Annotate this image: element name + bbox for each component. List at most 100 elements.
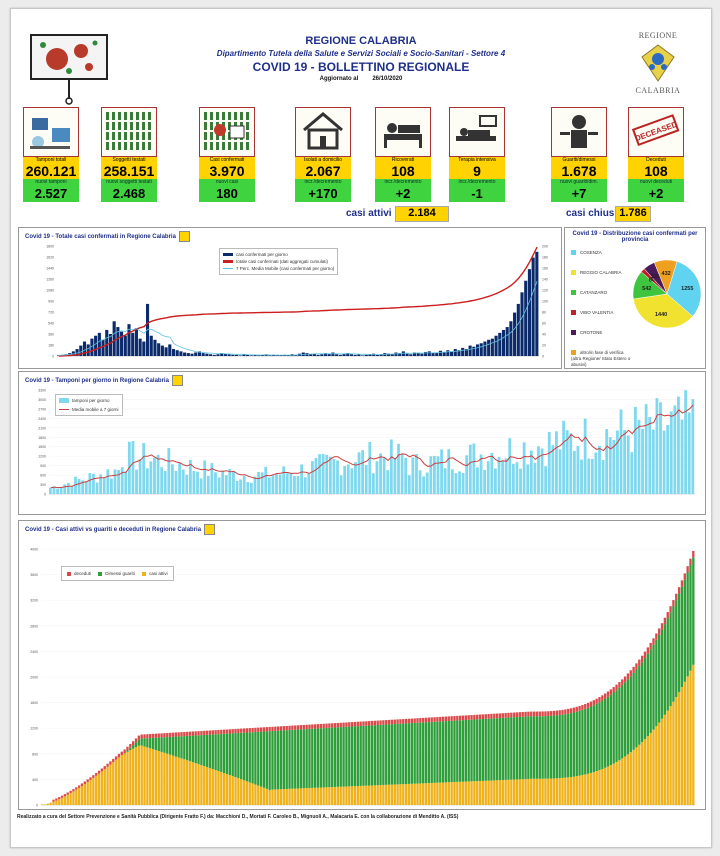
active-cases-bar	[296, 788, 300, 805]
active-cases-bar	[46, 803, 50, 805]
daily-swab-bar	[540, 448, 544, 494]
deceased-bar	[208, 730, 212, 735]
daily-swab-bar	[357, 452, 361, 494]
active-cases-bar	[282, 789, 286, 805]
recovered-bar	[322, 728, 325, 788]
deceased-bar	[393, 719, 396, 725]
active-cases-bar	[311, 787, 314, 805]
daily-swab-bar	[364, 465, 368, 494]
deceased-bar	[188, 731, 192, 736]
deceased-bar	[348, 722, 351, 727]
active-cases-value: 2.184	[395, 206, 449, 222]
daily-swab-bar	[149, 461, 153, 494]
active-cases-bar	[234, 777, 237, 805]
active-cases-bar	[41, 804, 44, 805]
recovered-bar	[379, 724, 382, 786]
daily-swab-bar	[185, 474, 189, 494]
stat-tile: Tamponi totali 260.121 nuovi tamponi 2.527	[23, 107, 79, 202]
deceased-bar	[359, 721, 362, 727]
deceased-bar	[532, 711, 536, 717]
daily-case-bar	[505, 327, 509, 356]
deceased-bar	[171, 732, 175, 737]
active-cases-bar	[356, 786, 359, 805]
recovered-bar	[524, 716, 527, 780]
recovered-bar	[530, 716, 533, 779]
y-tick-label: 800	[32, 752, 38, 756]
y-tick-label: 360	[48, 333, 54, 337]
active-cases-bar	[205, 767, 209, 805]
daily-case-bar	[390, 354, 394, 356]
recovered-bar	[359, 726, 362, 786]
daily-case-bar	[357, 354, 361, 356]
active-cases-bar	[402, 784, 405, 805]
deceased-bar	[89, 777, 92, 781]
deceased-bar	[214, 730, 217, 735]
deceased-bar	[126, 746, 129, 751]
daily-swab-bar	[66, 482, 70, 494]
deceased-bar	[538, 711, 541, 717]
daily-swab-bar	[296, 476, 300, 494]
confirmed-cases-legend: casi confermati per giorno totale casi c…	[219, 248, 339, 275]
deceased-bar	[112, 758, 115, 763]
daily-swab-bar	[99, 474, 103, 494]
recovered-bar	[274, 730, 277, 790]
daily-swab-bar	[257, 471, 260, 494]
region-logo: REGIONE CALABRIA	[623, 31, 693, 101]
recovered-bar	[245, 732, 249, 782]
recovered-bar	[575, 711, 578, 777]
active-cases-bar	[404, 784, 408, 805]
deceased-bar	[308, 724, 311, 729]
y-tick-label: 1200	[38, 455, 46, 459]
y-tick-label: 3000	[38, 398, 46, 402]
daily-case-bar	[108, 334, 113, 356]
active-cases-bar	[89, 780, 92, 805]
recovered-bar	[484, 718, 487, 781]
daily-swab-bar	[249, 482, 253, 494]
active-cases-bar	[413, 783, 416, 805]
deceased-bar	[501, 713, 504, 718]
recovered-bar	[498, 718, 502, 781]
active-cases-bar	[427, 783, 431, 805]
y-tick-label: 1600	[30, 701, 38, 705]
deceased-bar	[672, 600, 675, 607]
active-cases-bar	[368, 785, 371, 805]
daily-swab-bar	[314, 457, 318, 494]
deceased-bar	[302, 724, 305, 730]
daily-swab-bar	[497, 456, 501, 494]
deceased-bar	[521, 712, 524, 717]
deceased-bar	[336, 722, 340, 728]
recovered-bar	[549, 715, 553, 779]
deceased-bar	[197, 731, 200, 736]
daily-case-bar	[205, 353, 209, 356]
active-vs-closed-legend: deceduti Dimessi guariti casi attivi	[61, 566, 174, 581]
province-legend: COSENZA REGGIO CALABRIA CATANZARO VIBO V…	[571, 250, 631, 370]
daily-case-bar	[331, 352, 335, 356]
deceased-bar	[427, 717, 431, 723]
recovered-bar	[350, 726, 354, 787]
updated-date: 26/10/2020	[372, 76, 403, 82]
active-cases-bar	[313, 787, 317, 805]
stat-sub-value: -1	[449, 186, 505, 202]
daily-case-bar	[431, 352, 435, 356]
bulletin-page: REGIONE CALABRIA Dipartimento Tutela del…	[10, 8, 712, 848]
deceased-bar	[518, 712, 522, 717]
recovered-bar	[268, 731, 271, 790]
daily-swab-bar	[659, 402, 662, 494]
deceased-bar	[333, 723, 337, 728]
active-cases-bar	[316, 787, 320, 805]
deceased-bar	[328, 723, 331, 728]
recovered-bar	[370, 725, 374, 786]
active-cases-bar	[268, 789, 271, 805]
active-cases-bar	[69, 793, 72, 805]
confirmed-cases-chart: 0 0 180 20 360 40 540 60 720 80 900 100 1080 120 1260 1…	[46, 245, 548, 359]
deceased-bar	[569, 708, 573, 714]
daily-swab-bar	[504, 458, 508, 494]
deceased-bar	[441, 716, 445, 722]
deceased-bar	[353, 721, 357, 727]
pie-value-label: 1255	[681, 286, 693, 292]
recovered-bar	[348, 726, 351, 787]
stat-label: Soggetti testati	[101, 157, 157, 164]
recovered-bar	[134, 742, 138, 748]
active-cases-bar	[123, 753, 126, 805]
daily-swab-bar	[52, 486, 56, 494]
